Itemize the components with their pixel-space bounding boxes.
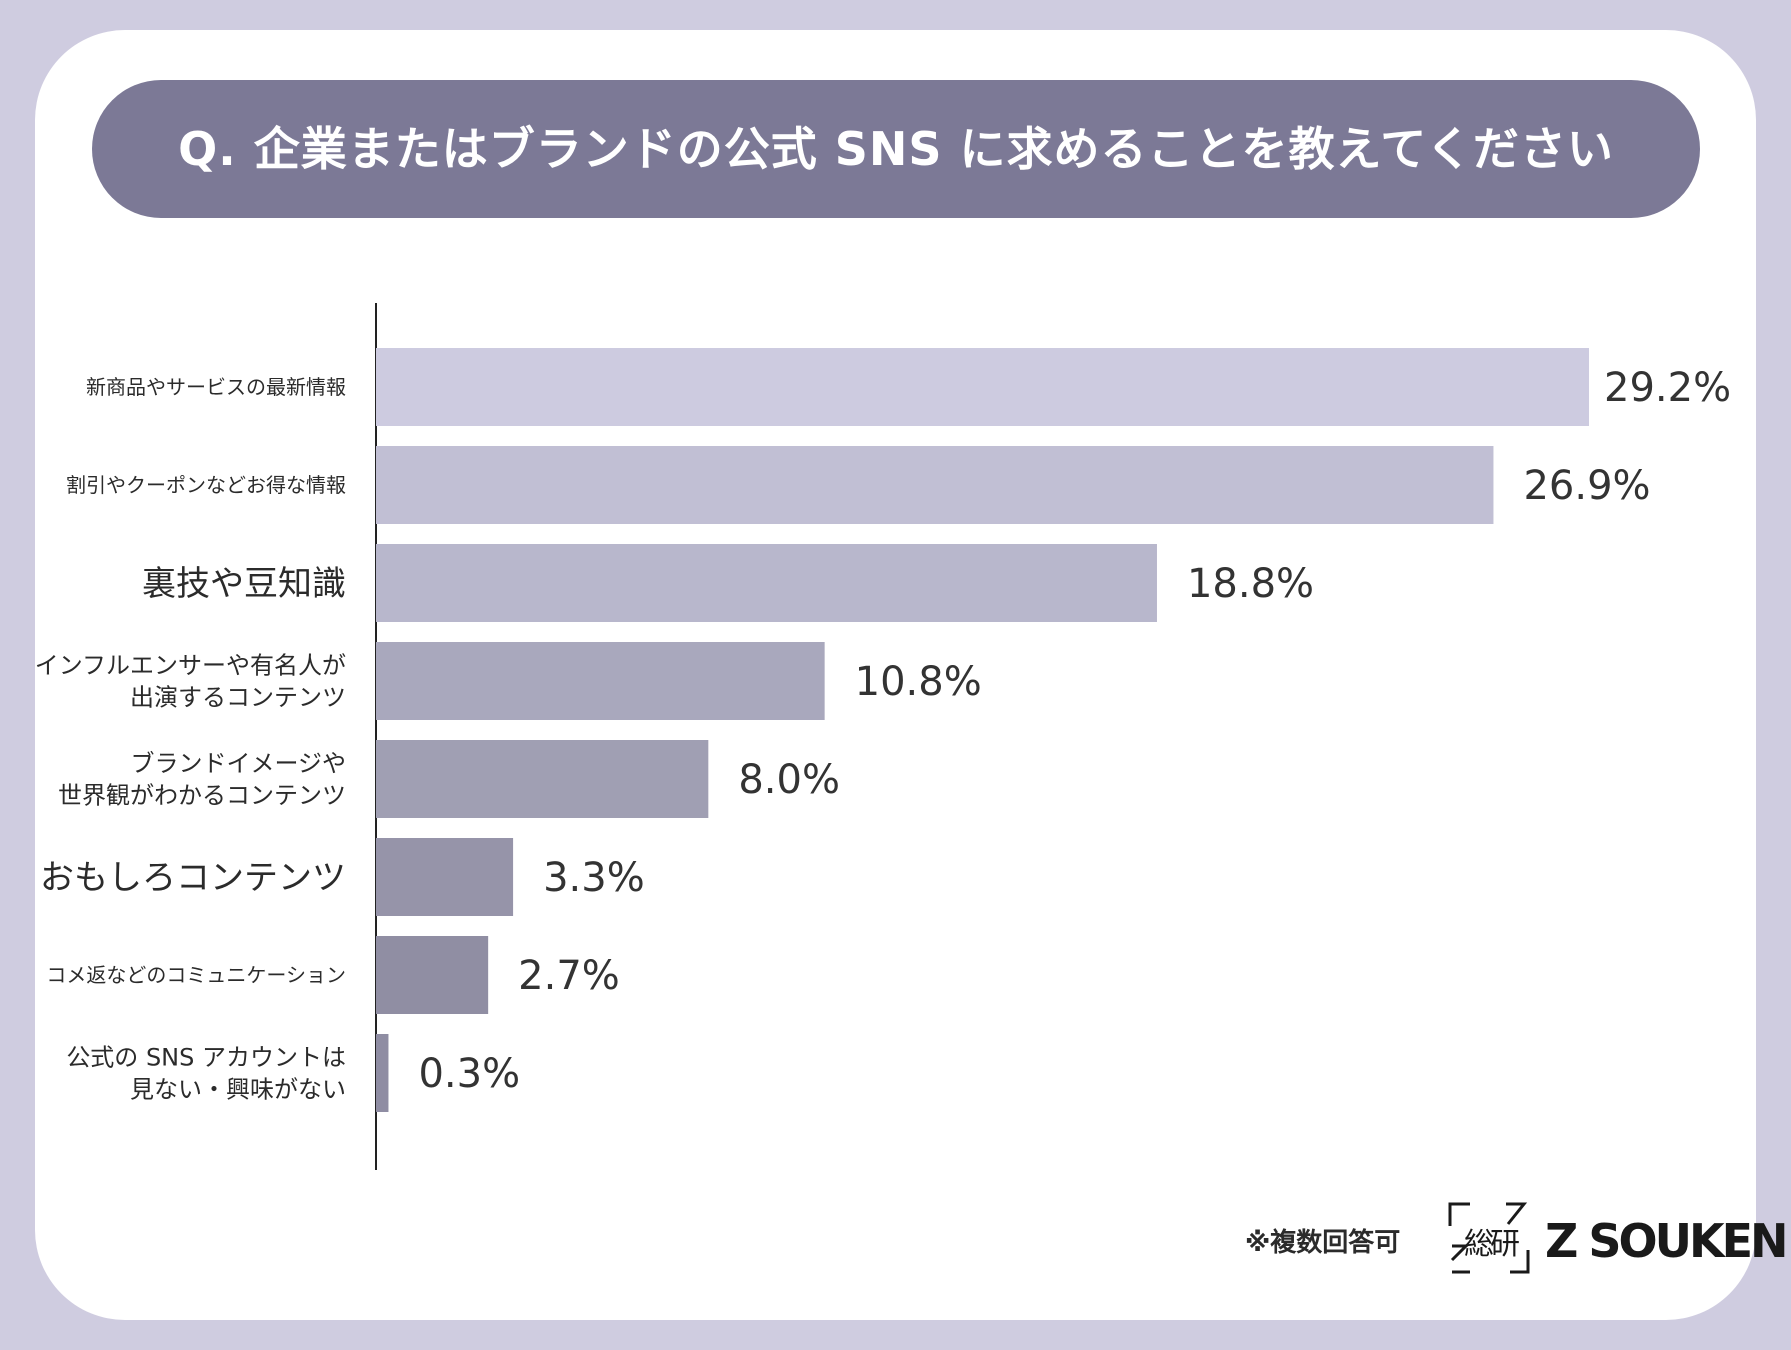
category-label-5-line-2: 世界観がわかるコンテンツ (58, 782, 346, 810)
chart-card (35, 30, 1756, 1320)
category-label-2: 割引やクーポンなどお得な情報 (66, 473, 346, 497)
category-label-5-line-1: ブランドイメージや (130, 750, 346, 778)
category-label-1: 新商品やサービスの最新情報 (86, 375, 346, 399)
bar-3 (376, 544, 1157, 622)
bar-6 (376, 838, 514, 916)
category-label-3: 裏技や豆知識 (142, 564, 346, 604)
bar-value-label-5: 8.0% (738, 757, 840, 803)
bar-2 (376, 446, 1494, 524)
category-label-4-line-2: 出演するコンテンツ (130, 684, 346, 712)
category-label-8-line-2: 見ない・興味がない (130, 1076, 346, 1104)
chart-title: Q. 企業またはブランドの公式 SNS に求めることを教えてください (92, 80, 1700, 218)
bar-value-label-4: 10.8% (855, 659, 982, 705)
bar-value-label-7: 2.7% (518, 953, 620, 999)
bar-value-label-8: 0.3% (418, 1051, 520, 1097)
bar-5 (376, 740, 709, 818)
footnote-multiple-answers: ※複数回答可 (1245, 1228, 1401, 1258)
category-label-4-line-1: インフルエンサーや有名人が (35, 652, 346, 680)
bar-value-label-6: 3.3% (543, 855, 645, 901)
bar-4 (376, 642, 825, 720)
zsouken-logo-mark: 総研 (1448, 1200, 1532, 1276)
bar-series: 29.2% 新商品やサービスの最新情報 26.9% 割引やクーポンなどお得な情報 18.… (35, 348, 1731, 1112)
category-label-7: コメ返などのコミュニケーション (46, 963, 346, 987)
logo-kanji: 総研 (1464, 1227, 1519, 1262)
category-label-6: おもしろコンテンツ (40, 858, 346, 898)
bar-8 (376, 1034, 389, 1112)
bar-value-label-2: 26.9% (1523, 463, 1650, 509)
bar-1 (376, 348, 1589, 426)
bar-value-label-1: 29.2% (1604, 365, 1731, 411)
bar-7 (376, 936, 489, 1014)
zsouken-logo-text: Z SOUKEN (1545, 1214, 1789, 1268)
category-label-8-line-1: 公式の SNS アカウントは (66, 1044, 346, 1072)
bar-value-label-3: 18.8% (1187, 561, 1314, 607)
